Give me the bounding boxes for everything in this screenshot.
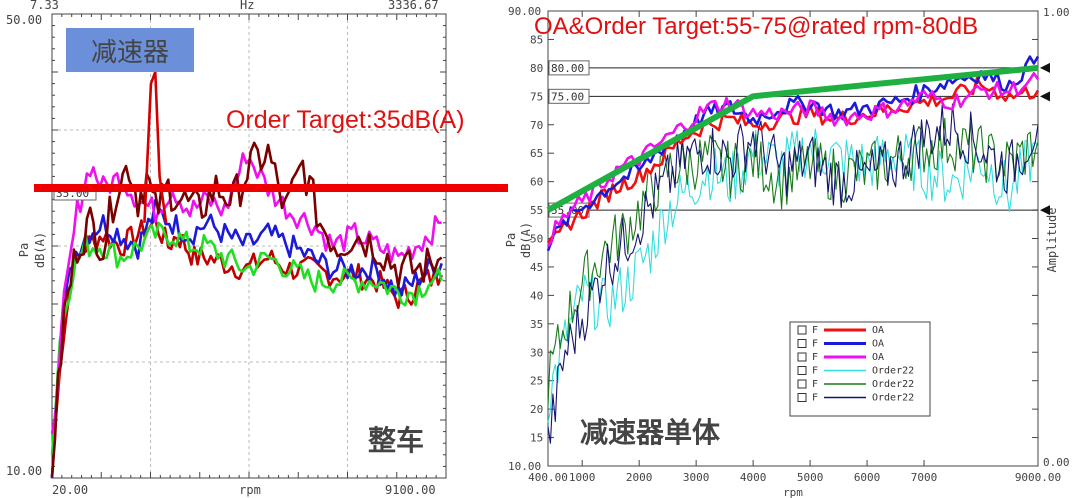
- right-xlabel: rpm: [783, 486, 803, 498]
- right-y-tick-label: 20: [530, 403, 543, 416]
- legend-prefix: F: [812, 339, 818, 350]
- right-y-tick-label: 55: [530, 204, 543, 217]
- right-level-marker: [1040, 91, 1050, 102]
- left-ylabel-dba: dB(A): [33, 232, 47, 268]
- right-y-tick-label: 40: [530, 289, 543, 302]
- left-y-tick: 50.00: [6, 13, 42, 27]
- right-y-tick-label: 65: [530, 147, 543, 160]
- right-target-line: [546, 64, 1039, 213]
- right-x-tick-label: 6000: [854, 471, 881, 484]
- legend-prefix: F: [812, 393, 818, 404]
- right-x-tick-label: 1000: [569, 471, 596, 484]
- right-x-tick-label: 9000.00: [1015, 471, 1061, 484]
- left-header-center: Hz: [240, 0, 254, 12]
- left-title-text: 减速器: [91, 38, 169, 68]
- legend-prefix: F: [812, 379, 818, 390]
- right-ylabel-pa: Pa: [504, 233, 518, 247]
- right-chart: 90.00 85 80 75 70 65 60 55 50 45 40 35 30 25 20 15 10.00…: [504, 5, 1070, 498]
- left-target-annotation: Order Target:35dB(A): [226, 106, 465, 134]
- left-x-tick: 9100.00: [385, 483, 436, 497]
- legend-checkbox: [797, 339, 807, 348]
- right-amp-tick: 0.00: [1043, 456, 1070, 469]
- right-series-line: [546, 72, 1040, 247]
- right-x-tick-label: 3000: [683, 471, 710, 484]
- left-y-tick: 10.00: [6, 464, 42, 478]
- right-y-tick-label: 30: [530, 346, 543, 359]
- left-xlabel: rpm: [239, 483, 261, 497]
- right-series-line: [547, 103, 1039, 444]
- left-series-line: [50, 152, 442, 434]
- right-x-tick-label: 5000: [797, 471, 824, 484]
- right-y-tick-label: 85: [530, 33, 543, 46]
- right-ylabel-dba: dB(A): [519, 222, 533, 258]
- legend-checkbox: [797, 366, 807, 375]
- right-series-line: [546, 55, 1040, 252]
- legend-label: OA: [872, 325, 884, 336]
- right-corner-label: 减速器单体: [580, 416, 721, 449]
- left-title-box: [66, 28, 194, 72]
- right-y-tick-label: 80: [530, 62, 543, 75]
- right-y-tick-label: 45: [530, 261, 543, 274]
- right-x-tick-label: 2000: [626, 471, 653, 484]
- left-header-right: 3336.67: [388, 0, 439, 12]
- right-level-label: 75.00: [551, 90, 584, 103]
- right-y-tick-label: 50: [530, 233, 543, 246]
- legend-checkbox: [797, 325, 807, 335]
- right-y-tick-label: 60: [530, 176, 543, 189]
- legend-checkbox: [797, 393, 807, 402]
- right-y-tick-label: 75: [530, 90, 543, 103]
- left-series-line: [50, 198, 443, 479]
- right-level-label: 80.00: [551, 62, 584, 75]
- right-title: OA&Order Target:55-75@rated rpm-80dB: [534, 13, 978, 40]
- right-level-marker: [1040, 205, 1050, 216]
- right-level-marker: [1040, 62, 1050, 73]
- right-level-box: [548, 88, 590, 104]
- left-ylabel-pa: Pa: [17, 243, 31, 257]
- left-header-left: 7.33: [30, 0, 59, 12]
- legend-label: Order22: [872, 379, 914, 390]
- right-x-tick-label: 400.00: [528, 471, 568, 484]
- right-amp-tick: 1.00: [1043, 6, 1070, 19]
- right-y-tick-label: 70: [530, 119, 543, 132]
- legend-label: OA: [872, 339, 884, 350]
- right-level-box: [548, 60, 590, 76]
- left-chart: 7.33 Hz 3336.67 50.00 10.00 Pa dB(A) 20.00 9100.…: [6, 0, 508, 497]
- right-x-tick-label: 7000: [911, 471, 938, 484]
- right-y-tick-label: 15: [530, 432, 543, 445]
- legend-prefix: F: [812, 325, 818, 336]
- left-series-line: [50, 221, 443, 456]
- legend-checkbox: [797, 352, 807, 362]
- legend-checkbox: [797, 379, 807, 389]
- legend-label: Order22: [872, 393, 914, 404]
- right-amplitude-label: Amplitude: [1045, 207, 1059, 272]
- right-series-line: [547, 117, 1039, 406]
- right-y-tick-label: 90.00: [508, 5, 541, 18]
- right-x-tick-label: 4000: [740, 471, 767, 484]
- left-x-tick: 20.00: [52, 483, 88, 497]
- right-y-tick-label: 35: [530, 318, 543, 331]
- legend-label: OA: [872, 352, 884, 363]
- legend-prefix: F: [812, 352, 818, 363]
- left-corner-label: 整车: [368, 424, 424, 457]
- right-legend: [789, 321, 931, 417]
- legend-prefix: F: [812, 366, 818, 377]
- legend-label: Order22: [872, 366, 914, 377]
- right-y-tick-label: 25: [530, 375, 543, 388]
- right-y-tick-label: 10.00: [508, 460, 541, 473]
